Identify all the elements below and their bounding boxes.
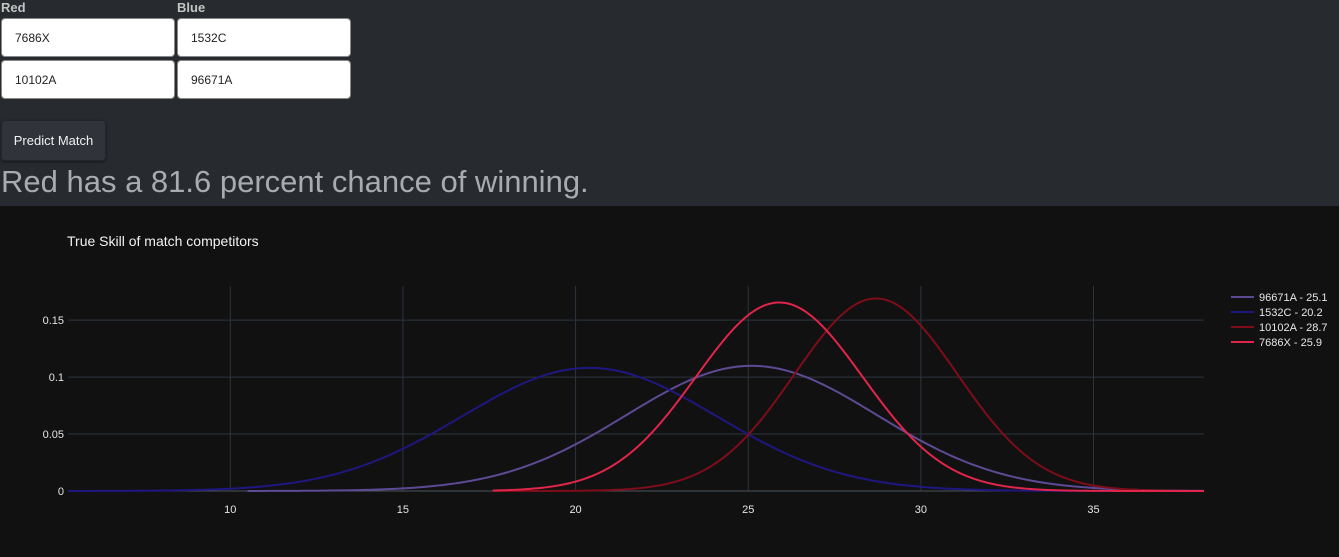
red-team-2-input[interactable] (1, 60, 175, 99)
blue-team-2-input[interactable] (177, 60, 351, 99)
y-tick-label: 0 (58, 486, 64, 498)
series-line (492, 301, 1204, 492)
red-team-1-input[interactable] (1, 18, 175, 57)
legend-item[interactable]: 96671A - 25.1 (1231, 292, 1328, 304)
skill-chart: 10 15 20 25 30 35 0 0.05 0.1 0.15 True Skill of m… (0, 206, 1339, 557)
chart-legend[interactable]: 96671A - 25.1 1532C - 20.2 10102A - 28.7 76… (1231, 292, 1328, 349)
red-alliance-column: Red (1, 0, 175, 102)
legend-item[interactable]: 1532C - 20.2 (1231, 307, 1323, 319)
blue-team-1-input[interactable] (177, 18, 351, 57)
legend-item[interactable]: 10102A - 28.7 (1231, 322, 1328, 334)
blue-alliance-column: Blue (177, 0, 351, 102)
skill-chart-svg: 10 15 20 25 30 35 0 0.05 0.1 0.15 True Skill of m… (43, 233, 1328, 516)
legend-label: 10102A - 28.7 (1259, 322, 1328, 334)
legend-label: 96671A - 25.1 (1259, 292, 1328, 304)
chart-series (68, 297, 1205, 492)
y-tick-label: 0.15 (43, 315, 64, 327)
legend-item[interactable]: 7686X - 25.9 (1231, 337, 1322, 349)
chart-ticks: 10 15 20 25 30 35 0 0.05 0.1 0.15 (43, 315, 1100, 516)
x-tick-label: 20 (569, 504, 581, 516)
predict-match-button[interactable]: Predict Match (1, 120, 106, 161)
x-tick-label: 30 (915, 504, 927, 516)
legend-label: 1532C - 20.2 (1259, 307, 1323, 319)
series-line (68, 366, 1204, 492)
legend-label: 7686X - 25.9 (1259, 337, 1322, 349)
series-line (247, 364, 1205, 492)
y-tick-label: 0.05 (43, 429, 64, 441)
blue-label: Blue (177, 0, 206, 15)
series-line (492, 297, 1205, 492)
x-tick-label: 25 (742, 504, 754, 516)
x-tick-label: 35 (1087, 504, 1099, 516)
red-label: Red (1, 0, 26, 15)
x-tick-label: 10 (224, 504, 236, 516)
chart-title: True Skill of match competitors (67, 233, 259, 249)
y-tick-label: 0.1 (49, 372, 64, 384)
x-tick-label: 15 (397, 504, 409, 516)
match-form: Red Blue Predict Match Red has a 81.6 pe… (0, 0, 1339, 206)
prediction-result: Red has a 81.6 percent chance of winning… (1, 164, 589, 199)
